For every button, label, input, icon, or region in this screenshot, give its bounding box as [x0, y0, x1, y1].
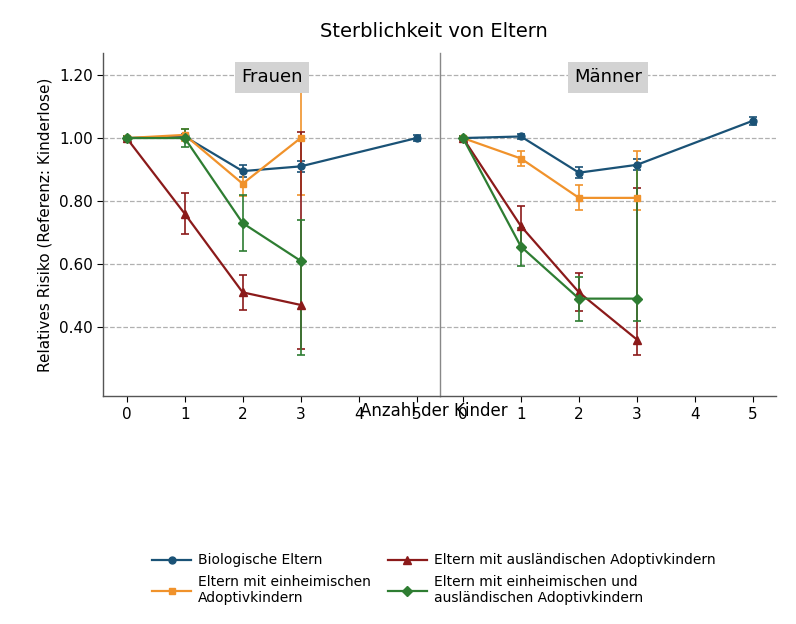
Text: Anzahl der Kinder: Anzahl der Kinder [360, 402, 508, 421]
Text: Sterblichkeit von Eltern: Sterblichkeit von Eltern [320, 22, 548, 41]
Text: Männer: Männer [574, 69, 642, 87]
Y-axis label: Relatives Risiko (Referenz: Kinderlose): Relatives Risiko (Referenz: Kinderlose) [37, 77, 53, 372]
Legend: Biologische Eltern, Eltern mit einheimischen
Adoptivkindern, Eltern mit ausländi: Biologische Eltern, Eltern mit einheimis… [146, 548, 721, 611]
Text: Frauen: Frauen [241, 69, 302, 87]
